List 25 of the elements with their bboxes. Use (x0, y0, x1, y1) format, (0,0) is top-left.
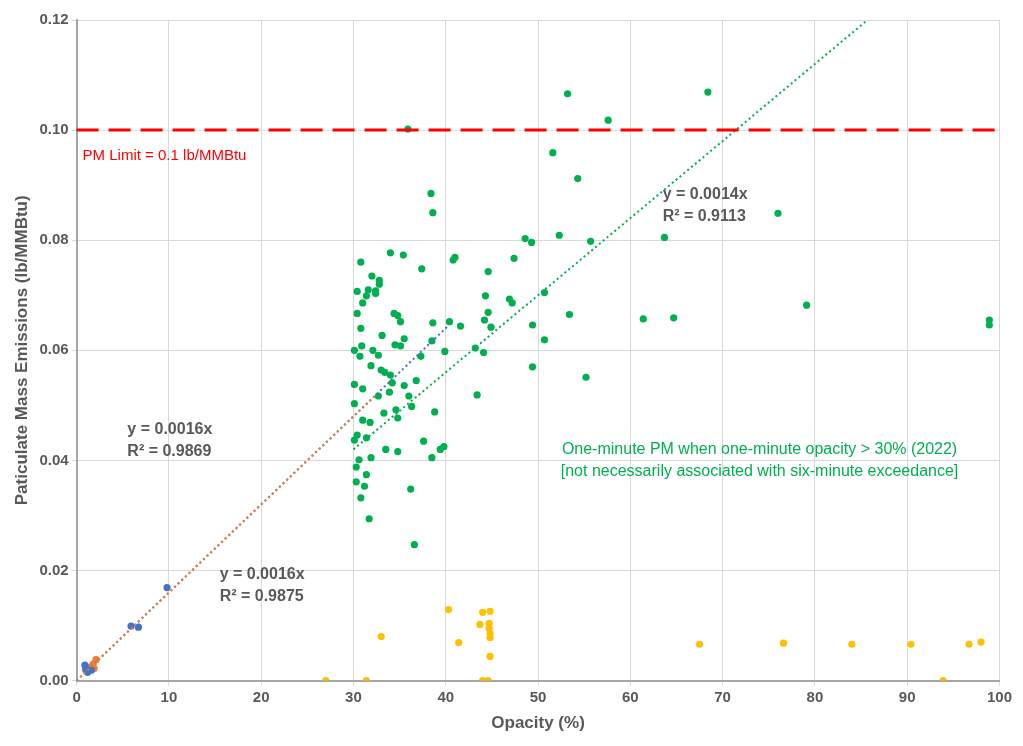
annotation: y = 0.0014x R² = 0.9113 (662, 185, 748, 225)
y-tick-label: 0.12 (39, 10, 69, 28)
x-tick-label: 20 (252, 687, 270, 705)
x-tick-label: 80 (806, 687, 824, 705)
annotation: y = 0.0016x R² = 0.9869 (127, 419, 213, 459)
x-tick-label: 10 (160, 687, 178, 705)
y-tick-label: 0.10 (39, 120, 69, 138)
x-tick-label: 60 (621, 687, 639, 705)
x-tick-label: 30 (345, 687, 362, 705)
y-tick-label: 0.06 (39, 340, 69, 358)
y-tick-label: 0.02 (39, 560, 69, 578)
text: One-minute PM when one-minute opacity > 30% (2022) [not necessarily associated with six-minute exceedance] (560, 439, 959, 479)
x-tick-label: 70 (714, 687, 731, 705)
annotation: y = 0.0016x R² = 0.9875 (219, 565, 305, 605)
x-tick-label: 50 (529, 687, 547, 705)
y-tick-label: 0.04 (39, 450, 70, 468)
x-axis-title: Opacity (%) (491, 713, 585, 733)
x-tick-label: 90 (898, 687, 916, 705)
x-tick-label: 40 (437, 687, 455, 705)
x-tick-label: 100 (986, 687, 1012, 705)
x-tick-label: 0 (72, 687, 81, 705)
y-tick-label: 0.00 (39, 670, 69, 688)
y-axis-title: Paticulate Mass Emissions (lb/MMBtu) (11, 195, 31, 506)
ref-line-label: PM Limit = 0.1 lb/MMBtu (82, 145, 247, 163)
y-tick-label: 0.08 (39, 230, 69, 248)
